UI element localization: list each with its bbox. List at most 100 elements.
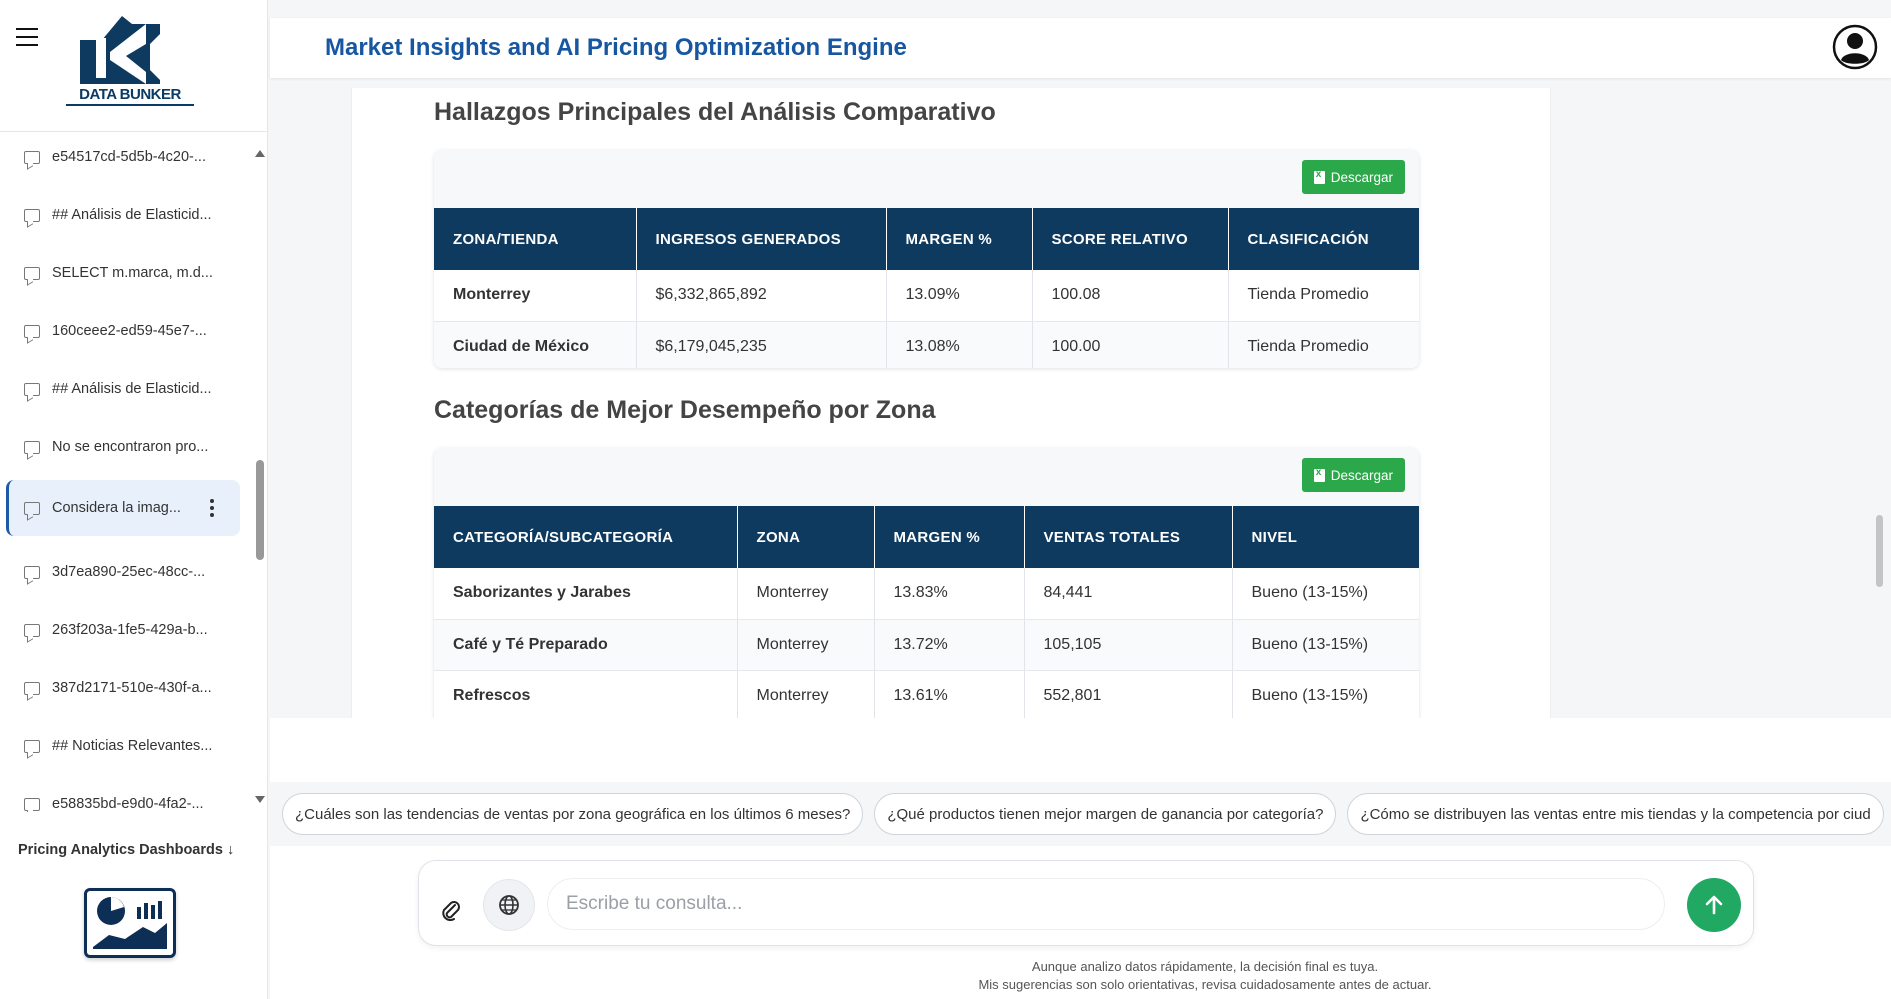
chat-history-item[interactable]: ## Análisis de Elasticid... xyxy=(6,361,240,417)
chat-bubble-icon xyxy=(24,797,40,811)
chat-bubble-icon xyxy=(24,382,40,396)
chat-history-item[interactable]: e54517cd-5d5b-4c20-... xyxy=(6,132,240,185)
suggestion-chip[interactable]: ¿Cómo se distribuyen las ventas entre mi… xyxy=(1347,793,1884,835)
section-title-categories: Categorías de Mejor Desempeño por Zona xyxy=(434,396,936,424)
table-cell: Tienda Promedio xyxy=(1228,270,1419,322)
download-label: Descargar xyxy=(1330,169,1393,185)
suggestion-chip[interactable]: ¿Cuáles son las tendencias de ventas por… xyxy=(282,793,864,835)
categories-table: CATEGORÍA/SUBCATEGORÍA ZONA MARGEN % VENTAS… xyxy=(434,506,1419,718)
main-scrollbar[interactable] xyxy=(1876,515,1883,587)
attach-icon[interactable] xyxy=(441,899,461,927)
column-header: NIVEL xyxy=(1232,506,1419,568)
download-label: Descargar xyxy=(1330,467,1393,483)
chat-history-label: SELECT m.marca, m.d... xyxy=(52,265,213,281)
chat-history-item[interactable]: SELECT m.marca, m.d... xyxy=(6,245,240,301)
table-cell: Ciudad de México xyxy=(434,321,637,368)
chat-history-label: e58835bd-e9d0-4fa2-... xyxy=(52,796,204,812)
chat-history-label: ## Análisis de Elasticid... xyxy=(52,207,212,223)
download-button[interactable]: Descargar xyxy=(1301,458,1405,492)
globe-icon[interactable] xyxy=(483,879,535,931)
column-header: SCORE RELATIVO xyxy=(1032,208,1229,270)
table-cell: 84,441 xyxy=(1024,568,1233,620)
table-cell: 13.08% xyxy=(886,321,1033,368)
chat-bubble-icon xyxy=(24,266,40,280)
table-row: Ciudad de México $6,179,045,235 13.08% 100.… xyxy=(434,321,1419,368)
chat-history-item[interactable]: No se encontraron pro... xyxy=(6,419,240,475)
chat-history-item[interactable]: 160ceee2-ed59-45e7-... xyxy=(6,303,240,359)
sidebar-divider xyxy=(0,131,267,132)
chat-history-item[interactable]: 387d2171-510e-430f-a... xyxy=(6,660,240,716)
scroll-down-arrow-icon[interactable] xyxy=(255,796,265,803)
suggestion-chips: ¿Cuáles son las tendencias de ventas por… xyxy=(282,793,1884,835)
more-options-icon[interactable] xyxy=(210,499,214,517)
dashboards-label[interactable]: Pricing Analytics Dashboards ↓ xyxy=(18,842,235,858)
table-cell: Bueno (13-15%) xyxy=(1232,670,1419,718)
section-title-comparative: Hallazgos Principales del Análisis Compa… xyxy=(434,98,996,126)
suggestion-chip[interactable]: ¿Qué productos tienen mejor margen de ga… xyxy=(874,793,1337,835)
chat-history-label: 160ceee2-ed59-45e7-... xyxy=(52,323,207,339)
user-avatar-icon[interactable] xyxy=(1832,24,1878,70)
chat-history-label: e54517cd-5d5b-4c20-... xyxy=(52,149,206,165)
chat-bubble-icon xyxy=(24,501,40,515)
top-header: Market Insights and AI Pricing Optimizat… xyxy=(270,18,1891,78)
composer-area xyxy=(270,718,1891,999)
table-card-categories: Descargar CATEGORÍA/SUBCATEGORÍAZONAMARG… xyxy=(434,448,1419,718)
chat-history-item[interactable]: 3d7ea890-25ec-48cc-... xyxy=(6,544,240,600)
excel-icon xyxy=(1313,467,1325,482)
chat-history-item[interactable]: 263f203a-1fe5-429a-b... xyxy=(6,602,240,658)
chat-history-label: No se encontraron pro... xyxy=(52,439,209,455)
dashboard-chart-icon[interactable] xyxy=(84,888,176,958)
chat-response-panel: Hallazgos Principales del Análisis Compa… xyxy=(351,88,1551,718)
chat-bubble-icon xyxy=(24,324,40,338)
column-header: ZONA xyxy=(737,506,875,568)
chat-history-label: 387d2171-510e-430f-a... xyxy=(52,680,212,696)
sidebar-scrollbar[interactable] xyxy=(256,460,264,560)
chat-history-item[interactable]: ## Noticias Relevantes... xyxy=(6,718,240,774)
table-cell: 13.72% xyxy=(874,619,1025,671)
table-cell: 100.00 xyxy=(1032,321,1229,368)
table-cell: Monterrey xyxy=(737,619,875,671)
disclaimer-text: Aunque analizo datos rápidamente, la dec… xyxy=(900,958,1510,994)
table-cell: 13.09% xyxy=(886,270,1033,322)
table-cell: Bueno (13-15%) xyxy=(1232,619,1419,671)
table-cell: 13.61% xyxy=(874,670,1025,718)
chat-bubble-icon xyxy=(24,150,40,164)
table-cell: Bueno (13-15%) xyxy=(1232,568,1419,620)
query-input[interactable] xyxy=(547,878,1665,930)
table-cell: Monterrey xyxy=(737,568,875,620)
table-row: Saborizantes y Jarabes Monterrey 13.83% 84,… xyxy=(434,568,1419,620)
table-row: Monterrey $6,332,865,892 13.09% 100.08 Tiend… xyxy=(434,270,1419,322)
disclaimer-line-2: Mis sugerencias son solo orientativas, r… xyxy=(978,977,1432,992)
column-header: ZONA/TIENDA xyxy=(434,208,637,270)
message-composer xyxy=(418,860,1754,946)
table-cell: 100.08 xyxy=(1032,270,1229,322)
disclaimer-line-1: Aunque analizo datos rápidamente, la dec… xyxy=(1031,959,1379,974)
table-row: Café y Té Preparado Monterrey 13.72% 105,10… xyxy=(434,619,1419,671)
table-cell: Monterrey xyxy=(737,670,875,718)
chat-history-label: 3d7ea890-25ec-48cc-... xyxy=(52,564,206,580)
chat-history-item[interactable]: ## Análisis de Elasticid... xyxy=(6,187,240,243)
chat-history-item[interactable]: Considera la imag... xyxy=(6,480,240,536)
table-cell: $6,332,865,892 xyxy=(636,270,887,322)
scroll-up-arrow-icon[interactable] xyxy=(255,150,265,157)
table-cell: Refrescos xyxy=(434,670,738,718)
data-bunker-logo: DATA BUNKER xyxy=(66,14,194,110)
column-header: CLASIFICACIÓN xyxy=(1228,208,1419,270)
excel-icon xyxy=(1313,169,1325,184)
table-cell: Saborizantes y Jarabes xyxy=(434,568,738,620)
logo-mark-icon xyxy=(80,16,160,84)
table-cell: Monterrey xyxy=(434,270,637,322)
chat-history-label: ## Noticias Relevantes... xyxy=(52,738,213,754)
chat-history-item[interactable]: e58835bd-e9d0-4fa2-... xyxy=(6,776,240,812)
table-cell: 552,801 xyxy=(1024,670,1233,718)
chat-history-label: Considera la imag... xyxy=(52,500,181,516)
menu-icon[interactable] xyxy=(16,28,38,46)
table-cell: Café y Té Preparado xyxy=(434,619,738,671)
arrow-up-icon xyxy=(1705,895,1723,915)
download-button[interactable]: Descargar xyxy=(1301,160,1405,194)
send-button[interactable] xyxy=(1687,878,1741,932)
chat-bubble-icon xyxy=(24,681,40,695)
table-cell: $6,179,045,235 xyxy=(636,321,887,368)
